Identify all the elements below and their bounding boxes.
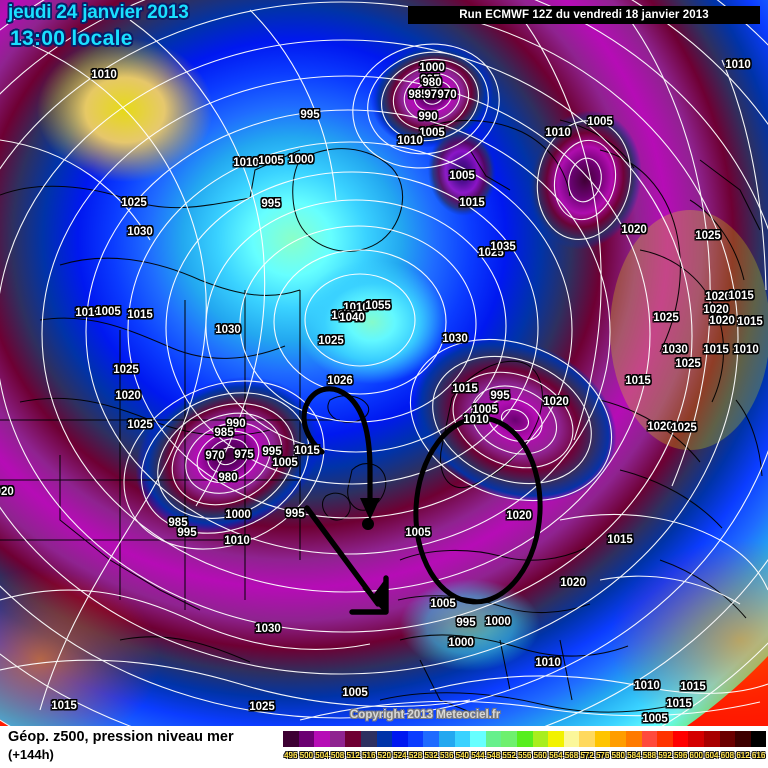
legend-title: Géop. z500, pression niveau mer — [8, 729, 234, 745]
scale-tick-label: 612 — [736, 751, 750, 760]
color-swatch — [360, 731, 377, 747]
scale-tick-label: 532 — [424, 751, 438, 760]
color-swatch — [470, 731, 486, 747]
legend-subtitle: (+144h) — [8, 747, 54, 762]
color-swatch — [516, 731, 533, 747]
color-swatch — [298, 731, 315, 747]
scale-tick-label: 604 — [705, 751, 719, 760]
coastlines — [0, 119, 763, 713]
scale-tick-label: 616 — [751, 751, 766, 760]
scale-tick-label: 516 — [362, 751, 376, 760]
color-swatch — [532, 731, 549, 747]
color-swatch — [392, 731, 408, 747]
diagonal-arrow-shaft[interactable] — [304, 505, 381, 607]
hook-arrow-head[interactable] — [360, 498, 380, 520]
highlight-ellipse[interactable] — [411, 415, 544, 605]
color-swatch — [501, 731, 517, 747]
scale-tick-label: 568 — [564, 751, 579, 760]
scale-tick-label: 512 — [346, 751, 360, 760]
scale-tick-label: 504 — [315, 751, 329, 760]
scale-tick-label: 496 — [284, 751, 298, 760]
color-swatch — [750, 731, 767, 747]
diagonal-arrow-head[interactable] — [362, 578, 386, 612]
scale-tick-label: 528 — [408, 751, 423, 760]
color-swatch — [485, 731, 502, 747]
color-swatch — [407, 731, 424, 747]
color-swatch — [563, 731, 580, 747]
color-swatch — [423, 731, 439, 747]
scale-tick-label: 564 — [549, 751, 563, 760]
color-swatch — [438, 731, 455, 747]
color-scale-ticks: 496 500 504 508 512 516 520 524 528 532 536 540 544 5… — [283, 750, 766, 762]
scale-tick-label: 572 — [580, 751, 594, 760]
diagonal-arrow-tail-bar[interactable] — [349, 575, 389, 615]
color-swatch — [610, 731, 627, 747]
color-swatch — [329, 731, 346, 747]
color-swatch — [672, 731, 689, 747]
hook-arrow-shaft[interactable] — [301, 386, 373, 515]
copyright-notice: Copyright 2013 Meteociel.fr — [350, 709, 501, 721]
forecast-date: jeudi 24 janvier 2013 — [8, 2, 189, 23]
color-swatch — [314, 731, 330, 747]
scale-tick-label: 536 — [440, 751, 454, 760]
scale-tick-label: 508 — [330, 751, 345, 760]
scale-tick-label: 500 — [299, 751, 314, 760]
color-swatch — [376, 731, 393, 747]
color-swatch — [719, 731, 736, 747]
scale-tick-label: 608 — [720, 751, 735, 760]
location-dot[interactable] — [362, 518, 374, 530]
forecast-time: 13:00 locale — [10, 27, 133, 50]
color-swatch — [641, 731, 658, 747]
color-swatch — [626, 731, 642, 747]
isopleth-field — [0, 0, 768, 726]
color-swatch — [688, 731, 705, 747]
scale-tick-label: 544 — [471, 751, 485, 760]
isobar-contours — [0, 0, 768, 726]
color-swatch — [704, 731, 720, 747]
scale-tick-label: 596 — [673, 751, 688, 760]
color-swatch — [735, 731, 751, 747]
map-canvas[interactable]: 1010 1010 1000 995 980 985 975 970 995 990 1005 100… — [0, 0, 768, 726]
scale-tick-label: 540 — [455, 751, 469, 760]
scale-tick-label: 592 — [658, 751, 672, 760]
color-swatch — [454, 731, 471, 747]
scale-tick-label: 580 — [611, 751, 625, 760]
scale-tick-label: 548 — [486, 751, 501, 760]
scale-tick-label: 556 — [518, 751, 532, 760]
map-svg — [0, 0, 768, 726]
color-scale — [283, 731, 767, 747]
scale-tick-label: 560 — [533, 751, 547, 760]
color-swatch — [345, 731, 361, 747]
color-swatch — [579, 731, 595, 747]
scale-tick-label: 584 — [627, 751, 641, 760]
scale-tick-label: 552 — [502, 751, 516, 760]
model-run-label: Run ECMWF 12Z du vendredi 18 janvier 201… — [408, 6, 760, 24]
color-swatch — [548, 731, 564, 747]
color-swatch — [657, 731, 673, 747]
scale-tick-label: 576 — [595, 751, 610, 760]
map-annotations[interactable] — [301, 386, 545, 615]
color-swatch — [283, 731, 299, 747]
scale-tick-label: 600 — [689, 751, 703, 760]
scale-tick-label: 588 — [642, 751, 657, 760]
color-swatch — [594, 731, 611, 747]
scale-tick-label: 520 — [377, 751, 392, 760]
scale-tick-label: 524 — [393, 751, 407, 760]
